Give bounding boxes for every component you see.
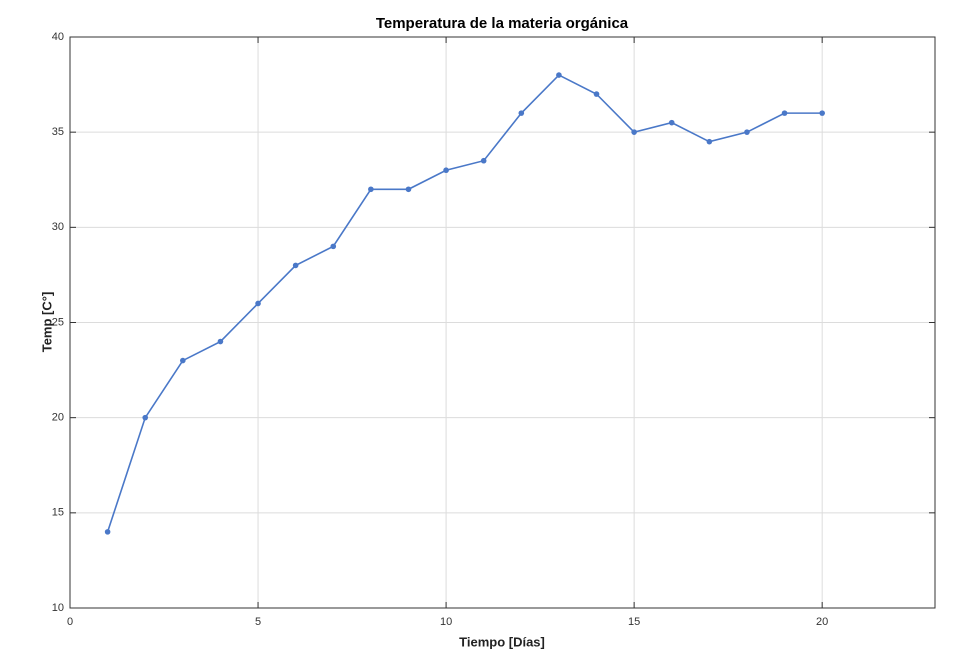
data-point [368,186,374,193]
data-point [255,300,261,307]
data-point [180,357,186,364]
y-tick-label: 20 [52,412,64,424]
y-axis-label: Temp [C°] [39,292,54,353]
y-tick-label: 15 [52,507,64,519]
x-axis-label: Tiempo [Días] [459,634,545,649]
data-point [556,72,562,78]
data-point [330,243,337,250]
chart-title: Temperatura de la materia orgánica [376,15,629,32]
y-tick-label: 25 [52,316,64,328]
y-tick-label: 40 [52,31,64,43]
data-point [631,129,637,135]
data-point [706,138,713,145]
x-tick-label: 20 [816,616,828,628]
series-line [106,74,823,533]
data-point [518,110,525,116]
data-point [593,91,600,97]
data-point [819,110,825,116]
y-tick-label: 30 [52,221,64,233]
data-point [744,129,750,135]
data-point [781,110,788,116]
x-tick-label: 5 [255,616,261,628]
x-tick-label: 10 [440,616,452,628]
data-point [292,262,299,269]
data-point [405,186,412,193]
data-point [142,414,149,421]
plot-frame [69,36,936,609]
data-point [443,167,449,174]
y-tick-label: 35 [52,126,64,138]
data-point [104,529,111,535]
x-tick-label: 15 [628,616,640,628]
y-tick-label: 10 [52,602,64,614]
data-point [217,338,224,345]
x-tick-label: 0 [67,616,73,628]
data-point [668,119,675,126]
data-point [480,157,487,164]
